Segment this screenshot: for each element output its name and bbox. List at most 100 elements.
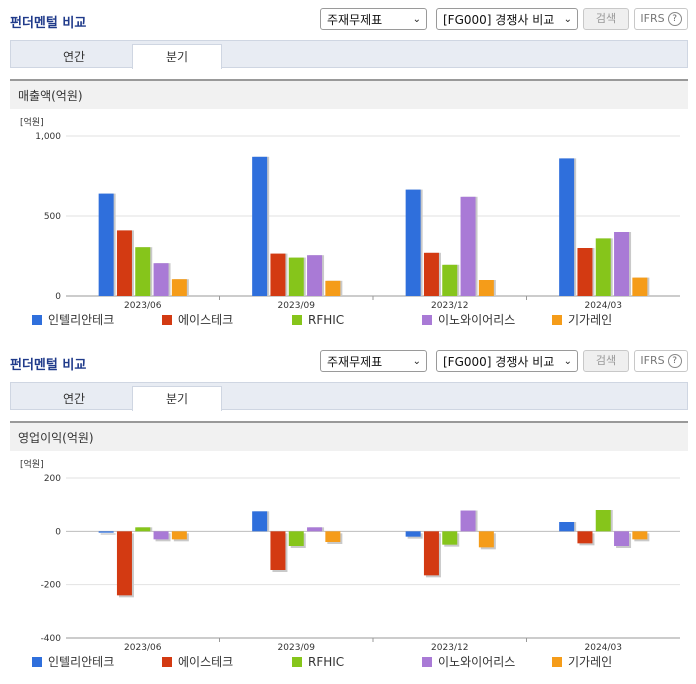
panel-header: 펀더멘털 비교 주재무제표 ⌄ [FG000] 경쟁사 비교 ⌄ 검색 IFRS… (0, 0, 696, 34)
legend-label: 에이스테크 (178, 655, 234, 669)
legend-swatch (292, 315, 302, 325)
tab-quarterly[interactable]: 분기 (132, 44, 222, 69)
x-tick-label: 2023/06 (124, 301, 162, 311)
bar (595, 238, 611, 296)
ifrs-label: IFRS (640, 354, 665, 367)
bar (423, 531, 439, 576)
bar (252, 511, 268, 532)
bar (171, 279, 187, 296)
panel-operating-profit: 펀더멘털 비교 주재무제표 ⌄ [FG000] 경쟁사 비교 ⌄ 검색 IFRS… (0, 342, 696, 684)
legend-item: 기가레인 (552, 311, 612, 329)
search-button[interactable]: 검색 (583, 350, 629, 372)
bar (252, 156, 268, 296)
search-button-label: 검색 (595, 354, 617, 367)
y-tick-label: 1,000 (35, 132, 61, 142)
y-tick-label: 500 (44, 212, 61, 222)
bar (405, 531, 421, 537)
bar (442, 531, 458, 545)
legend-swatch (422, 315, 432, 325)
search-button-label: 검색 (595, 12, 617, 25)
legend-swatch (162, 657, 172, 667)
legend-label: 기가레인 (568, 313, 613, 327)
bar (270, 253, 286, 296)
bar (460, 196, 476, 296)
bar (153, 263, 169, 296)
x-tick-label: 2023/06 (124, 643, 162, 653)
peer-group-select[interactable]: [FG000] 경쟁사 비교 ⌄ (436, 350, 578, 372)
unit-label: [억원] (20, 458, 44, 470)
bar (442, 264, 458, 296)
x-tick-label: 2024/03 (585, 301, 622, 311)
bar (325, 280, 341, 296)
legend-item: 인텔리안테크 (32, 311, 114, 329)
bar-shadow (100, 533, 116, 535)
bar (135, 247, 151, 296)
legend-item: 이노와이어리스 (422, 653, 515, 671)
chevron-down-icon: ⌄ (563, 356, 572, 367)
revenue-chart: [억원] 0 500 1,000 2023/06 2023/09 2023/12 2024/0… (20, 116, 680, 311)
peer-group-select[interactable]: [FG000] 경쟁사 비교 ⌄ (436, 8, 578, 30)
ifrs-help-button[interactable]: IFRS? (634, 8, 688, 30)
legend-label: 에이스테크 (178, 313, 234, 327)
tab-annual[interactable]: 연간 (62, 50, 86, 64)
statement-type-select[interactable]: 주재무제표 ⌄ (320, 350, 427, 372)
bar (559, 158, 575, 296)
x-tick-label: 2023/12 (431, 301, 468, 311)
legend-swatch (162, 315, 172, 325)
bar (270, 531, 286, 570)
legend-label: 인텔리안테크 (48, 655, 115, 669)
bar (325, 531, 341, 542)
legend-item: 기가레인 (552, 653, 612, 671)
y-tick-label: 0 (55, 292, 61, 302)
bar (135, 527, 151, 532)
search-button[interactable]: 검색 (583, 8, 629, 30)
bar (577, 531, 593, 544)
ifrs-label: IFRS (640, 12, 665, 25)
y-tick-label: -400 (41, 634, 62, 644)
statement-type-value: 주재무제표 (327, 355, 383, 369)
tab-annual[interactable]: 연간 (62, 392, 86, 406)
chevron-down-icon: ⌄ (563, 14, 572, 25)
legend-swatch (292, 657, 302, 667)
question-icon: ? (667, 354, 682, 368)
bar (171, 531, 187, 540)
legend-label: 이노와이어리스 (438, 313, 516, 327)
legend-item: 에이스테크 (162, 311, 233, 329)
chart-subtitle: 영업이익(억원) (10, 421, 688, 451)
legend-swatch (32, 315, 42, 325)
bar (559, 522, 575, 532)
tab-quarterly[interactable]: 분기 (132, 386, 222, 411)
legend-item: 에이스테크 (162, 653, 233, 671)
legend-item: RFHIC (292, 653, 344, 671)
legend-label: RFHIC (308, 313, 345, 327)
chevron-down-icon: ⌄ (412, 14, 421, 25)
bar (632, 277, 648, 296)
legend-item: RFHIC (292, 311, 344, 329)
panel-revenue: 펀더멘털 비교 주재무제표 ⌄ [FG000] 경쟁사 비교 ⌄ 검색 IFRS… (0, 0, 696, 340)
operating-profit-chart: [억원] -400 -200 0 200 2023/06 2023/09 2023/12 202… (20, 458, 680, 653)
bar (98, 531, 114, 533)
legend-label: 기가레인 (568, 655, 613, 669)
chart-legend: 인텔리안테크 에이스테크 RFHIC 이노와이어리스 기가레인 (0, 653, 696, 671)
panel-title: 펀더멘털 비교 (10, 358, 87, 373)
bar (153, 531, 169, 540)
legend-swatch (32, 657, 42, 667)
bar (423, 252, 439, 296)
period-tabbar: 연간 분기 (10, 382, 688, 411)
legend-swatch (552, 315, 562, 325)
chart-subtitle: 매출액(억원) (10, 79, 688, 109)
legend-item: 인텔리안테크 (32, 653, 114, 671)
panel-header: 펀더멘털 비교 주재무제표 ⌄ [FG000] 경쟁사 비교 ⌄ 검색 IFRS… (0, 342, 696, 376)
legend-swatch (552, 657, 562, 667)
bar (288, 257, 304, 296)
y-tick-label: -200 (41, 581, 62, 591)
x-tick-label: 2024/03 (585, 643, 622, 653)
ifrs-help-button[interactable]: IFRS? (634, 350, 688, 372)
bar (460, 510, 476, 532)
bar (478, 280, 494, 296)
chart-legend: 인텔리안테크 에이스테크 RFHIC 이노와이어리스 기가레인 (0, 311, 696, 329)
statement-type-select[interactable]: 주재무제표 ⌄ (320, 8, 427, 30)
bar (478, 531, 494, 548)
bar (632, 531, 648, 540)
bar (614, 531, 630, 546)
